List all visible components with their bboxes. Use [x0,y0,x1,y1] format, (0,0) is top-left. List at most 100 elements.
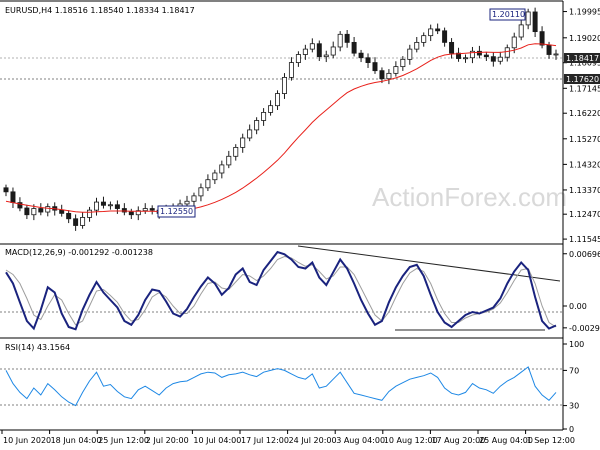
candle [219,160,225,179]
candle [205,174,211,192]
macd-title: MACD(12,26,9) -0.001292 -0.001238 [5,248,153,257]
support-label: 1.17620 [566,75,599,84]
candle [295,51,301,67]
price-tick-label: 1.16220 [569,109,600,118]
rsi-tick-label: 30 [569,402,579,411]
candle [344,30,350,48]
candle [268,100,274,116]
candle [442,27,448,47]
candle [66,210,72,224]
price-pane: ActionForex.com EURUSD,H4 1.18516 1.1854… [0,0,600,245]
macd-top-trendline [297,245,561,282]
price-tick-label: 1.13370 [569,186,600,195]
moving-average-line [5,43,557,213]
candle [128,208,134,220]
candle [24,204,30,220]
candle [261,108,267,126]
rsi-line [5,366,557,407]
candle [281,73,287,99]
candle [449,38,455,59]
price-tick-label: 1.18095 [569,59,600,68]
candle [337,31,343,52]
candle [365,53,371,68]
candle [226,150,232,169]
candle [80,212,86,229]
time-tick-label: 10 Jul 04:00 [193,436,241,445]
candle [400,56,406,71]
candle [114,200,120,214]
macd-tick-label: -0.002913 [569,324,600,333]
candle [469,46,475,64]
candle [309,38,315,53]
candle [191,192,197,206]
time-tick-label: 25 Aug 04:00 [479,436,533,445]
candle [386,69,392,85]
candle [142,203,148,214]
macd-tick-label: 0.00 [569,302,587,311]
macd-axis: 0.006966 0.00 -0.002913 [563,250,600,333]
time-tick-label: 10 Aug 12:00 [384,436,438,445]
time-tick-label: 1 Sep 12:00 [527,436,575,445]
candle [135,206,141,221]
candle [483,51,489,61]
time-tick-label: 3 Aug 04:00 [336,436,385,445]
price-tick-label: 1.17145 [569,84,600,93]
candle [149,205,155,215]
price-tick-label: 1.15270 [569,135,600,144]
candle [407,44,413,65]
candle [435,23,441,35]
rsi-title: RSI(14) 43.1564 [5,343,70,352]
candle [463,54,468,63]
candle [421,32,427,47]
candle [525,8,531,30]
candles [3,7,559,231]
candle [323,50,329,63]
candle [38,203,44,216]
candle [532,7,538,38]
candle [393,61,399,77]
candle [497,51,503,65]
time-tick-label: 17 Jul 12:00 [241,436,289,445]
time-tick-label: 25 Jun 12:00 [98,436,149,445]
candle [372,57,378,74]
candle [288,57,294,81]
candle [518,19,524,41]
candle [428,24,434,42]
candle [330,41,336,59]
time-tick-label: 2 Jul 20:00 [146,436,189,445]
candle [59,204,65,217]
candle [358,49,364,63]
candle [107,201,113,210]
candle [456,47,462,62]
candle [302,44,308,60]
last-price-label: 1.18417 [566,54,599,63]
time-tick-label: 24 Jul 20:00 [289,436,337,445]
macd-line [5,250,557,331]
rsi-axis: 100 70 30 0 [563,340,584,434]
candle [212,169,218,185]
candle [414,37,420,53]
candle [490,52,496,67]
candle [379,67,385,84]
last-price-box [564,53,600,63]
candle [504,44,510,62]
candle [121,203,127,216]
annotation-low-label: 1.12550 [160,207,193,216]
candle [553,49,559,60]
rsi-tick-label: 0 [569,425,574,434]
candle [351,37,357,57]
candle [539,26,545,49]
candle [275,90,281,110]
candle [73,214,79,231]
price-axis: 1.19995 1.19020 1.18095 1.17145 1.16220 1.152… [563,8,600,244]
candle [254,117,260,135]
candle [316,40,322,61]
rsi-tick-label: 100 [569,340,584,349]
support-box [564,74,600,84]
price-tick-label: 1.19020 [569,34,600,43]
rsi-pane: RSI(14) 43.1564 100 70 30 0 [0,337,584,434]
candle [240,133,246,153]
candle [233,144,239,161]
